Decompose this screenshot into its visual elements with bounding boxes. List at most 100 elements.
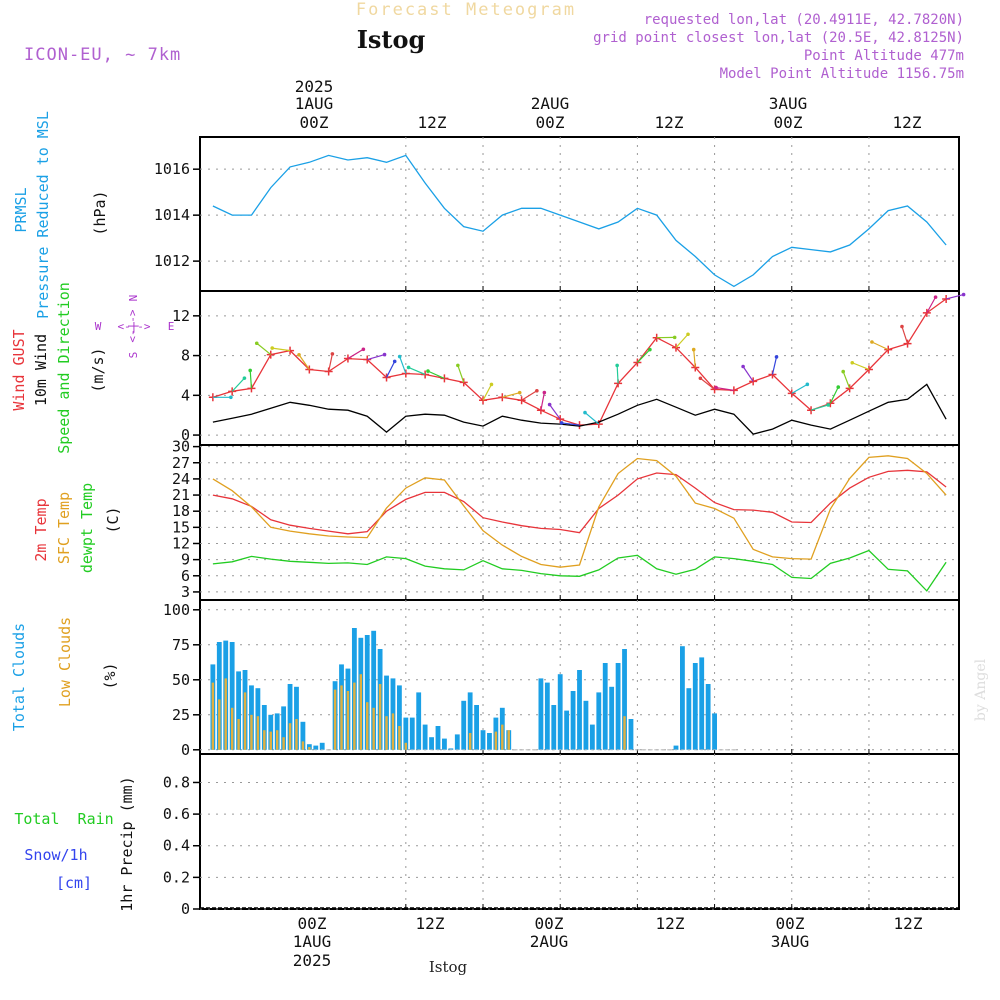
wind-arrow-head xyxy=(406,365,411,370)
total-cloud-bar xyxy=(403,717,409,750)
low-cloud-bar xyxy=(224,678,227,750)
total-cloud-bar xyxy=(628,719,634,750)
y-tick-label: 25 xyxy=(172,706,190,724)
wind-direction-arrow xyxy=(945,294,964,300)
total-cloud-bar xyxy=(313,745,319,750)
wind-arrow-head xyxy=(517,390,522,395)
wind-arrow-head xyxy=(242,376,247,380)
wind-direction-arrow xyxy=(385,361,396,378)
bottom-tick-00z-1: 00Z xyxy=(298,914,327,933)
compass-s: S xyxy=(127,352,140,359)
total-cloud-bar xyxy=(570,691,576,750)
bottom-tick-12z-1: 12Z xyxy=(416,914,445,933)
gridpoint-coords: grid point closest lon,lat (20.5E, 42.81… xyxy=(593,30,964,46)
wind-arrow-head xyxy=(870,340,874,344)
wind-arrow-head xyxy=(698,376,703,381)
wind-direction-arrow xyxy=(457,365,465,383)
y-tick-label: 15 xyxy=(172,518,190,536)
total-cloud-bar xyxy=(686,688,692,750)
top-tick-00z-3: 00Z xyxy=(774,113,803,132)
low-cloud-bar xyxy=(295,719,298,750)
y-tick-label: 0.2 xyxy=(163,868,190,886)
wind-arrow-head xyxy=(229,395,233,400)
wind-direction-arrow xyxy=(842,371,851,389)
snow-label: Snow/1h xyxy=(24,846,87,864)
wind-direction-arrow xyxy=(549,404,561,420)
wind-arrow-head xyxy=(392,359,397,364)
y-tick-label: 0 xyxy=(181,741,190,759)
low-cloud-bar xyxy=(211,682,215,750)
total-cloud-bar xyxy=(487,733,492,750)
wind-direction-arrow xyxy=(408,366,426,376)
wind-direction-arrow xyxy=(561,422,580,426)
y-tick-label: 1014 xyxy=(154,206,190,224)
wind-direction-arrow xyxy=(616,365,619,384)
low-cloud-bar xyxy=(494,731,498,750)
total-cloud-bar xyxy=(287,684,293,750)
y-tick-label: 4 xyxy=(181,386,190,404)
low-cloud-bar xyxy=(333,689,337,750)
y-tick-label: 1012 xyxy=(154,252,190,270)
series-line xyxy=(212,154,947,288)
y-tick-label: 0.8 xyxy=(163,773,190,791)
wind-direction-arrow xyxy=(901,326,909,344)
wind-direction-arrow xyxy=(584,412,600,425)
total-cloud-bar xyxy=(300,721,306,750)
panel-2: 0 4 8 12 xyxy=(172,290,966,446)
pressure-units: (hPa) xyxy=(91,190,109,235)
wind-arrow-head xyxy=(826,403,831,407)
y-tick-label: 0 xyxy=(181,900,190,918)
rain-label: Total Rain xyxy=(14,810,113,828)
wind-arrow-head xyxy=(805,382,810,387)
low-cloud-bar xyxy=(378,684,382,750)
bottom-year: 2025 xyxy=(293,951,332,970)
low-cloud-bar xyxy=(269,731,272,750)
total-cloud-bar xyxy=(699,657,705,750)
total-cloud-bar xyxy=(442,738,447,750)
y-tick-label: 0.6 xyxy=(163,805,190,823)
total-cloud-bar xyxy=(236,671,242,750)
low-cloud-bar xyxy=(398,726,401,750)
wind-arrow-head xyxy=(330,352,335,356)
low-cloud-bar xyxy=(623,716,626,750)
y-tick-label: 12 xyxy=(172,307,190,325)
model-label: ICON-EU, ~ 7km xyxy=(24,45,181,65)
gust-marker xyxy=(807,406,816,415)
wind-arrow-head xyxy=(397,354,402,359)
wind-arrow-head xyxy=(933,295,938,299)
low-cloud-bar xyxy=(237,719,240,750)
series-line xyxy=(212,455,947,568)
wind-arrow-head xyxy=(961,292,966,297)
total-cloud-bar xyxy=(422,724,428,750)
requested-coords: requested lon,lat (20.4911E, 42.7820N) xyxy=(644,12,964,28)
top-tick-00z-1: 00Z xyxy=(300,113,329,132)
temp-units: (C) xyxy=(104,506,122,533)
wind-direction-arrow xyxy=(810,404,829,411)
model-altitude: Model Point Altitude 1156.75m xyxy=(720,66,964,82)
wind-arrow-head xyxy=(547,402,552,407)
total-cloud-bar xyxy=(384,675,389,750)
bottom-tick-00z-3: 00Z xyxy=(776,914,805,933)
low-cloud-bar xyxy=(346,691,350,750)
total-cloud-bar xyxy=(551,705,557,750)
wind-direction-arrow xyxy=(700,377,715,390)
y-tick-label: 75 xyxy=(172,636,190,654)
total-cloud-bar xyxy=(461,700,467,750)
series-line xyxy=(212,469,947,535)
total-cloud-bar xyxy=(429,737,434,750)
total-cloud-bar xyxy=(602,663,608,750)
low-cloud-bar xyxy=(282,737,285,750)
y-tick-label: 30 xyxy=(172,438,190,456)
total-cloud-bar xyxy=(261,705,267,750)
series-line xyxy=(212,383,947,435)
y-tick-label: 0 xyxy=(181,426,190,444)
top-time-axis: 2025 1AUG 00Z 12Z 2AUG 00Z 12Z 3AUG 00Z … xyxy=(295,77,922,132)
wind-direction-arrow xyxy=(298,354,310,370)
total-cloud-bar xyxy=(577,670,582,750)
panel-1: 1012 1014 1016 xyxy=(154,136,960,292)
gust-marker xyxy=(382,373,391,382)
low-cloud-bar xyxy=(288,723,292,750)
wind-label: 10m Wind xyxy=(32,334,50,406)
